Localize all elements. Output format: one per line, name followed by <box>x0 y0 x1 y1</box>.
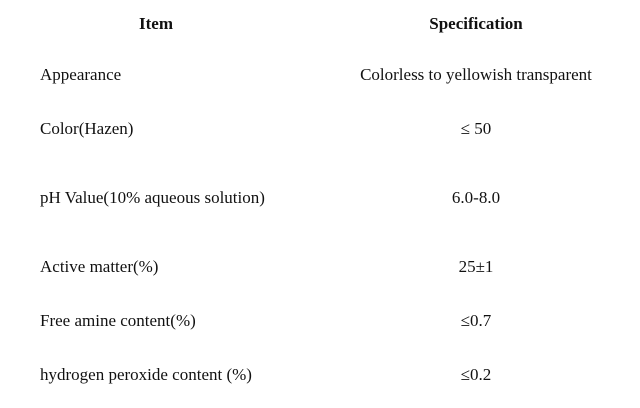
table-row: Color(Hazen) ≤ 50 <box>0 102 640 156</box>
spec-cell-free-amine: ≤0.7 <box>460 311 492 330</box>
table-row: Active matter(%) 25±1 <box>0 240 640 294</box>
spec-cell-hydrogen-peroxide: ≤0.2 <box>460 365 492 384</box>
item-cell-ph-value: pH Value(10% aqueous solution) <box>40 188 265 207</box>
item-cell-appearance: Appearance <box>40 65 122 84</box>
spec-cell-appearance: Colorless to yellowish transparent <box>360 65 592 84</box>
spec-cell-active-matter: 25±1 <box>458 257 494 276</box>
column-header-item: Item <box>139 14 173 33</box>
item-cell-free-amine: Free amine content(%) <box>40 311 196 330</box>
column-header-specification: Specification <box>429 14 523 33</box>
table-row: Appearance Colorless to yellowish transp… <box>0 48 640 102</box>
spec-cell-color-hazen: ≤ 50 <box>460 119 492 138</box>
table-row: pH Value(10% aqueous solution) 6.0-8.0 <box>0 156 640 240</box>
table-header-row: Item Specification <box>0 0 640 48</box>
table-row: hydrogen peroxide content (%) ≤0.2 <box>0 348 640 402</box>
table-row: Free amine content(%) ≤0.7 <box>0 294 640 348</box>
spec-cell-ph-value: 6.0-8.0 <box>451 188 501 207</box>
item-cell-hydrogen-peroxide: hydrogen peroxide content (%) <box>40 365 252 384</box>
item-cell-color-hazen: Color(Hazen) <box>40 119 134 138</box>
item-cell-active-matter: Active matter(%) <box>40 257 159 276</box>
